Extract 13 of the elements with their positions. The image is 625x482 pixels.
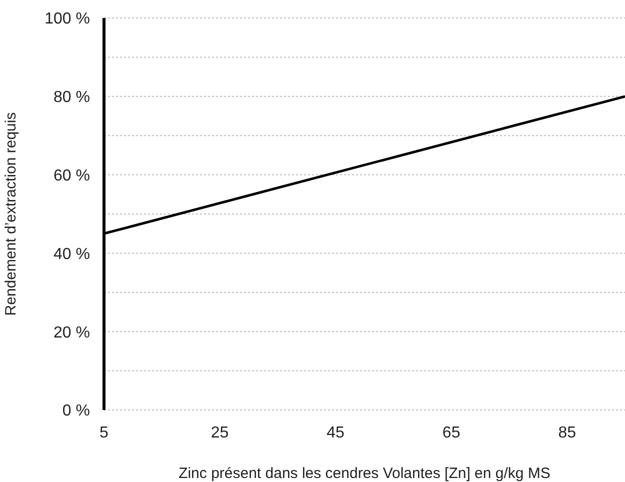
x-tick-label: 85 — [558, 424, 576, 442]
y-tick-label: 40 % — [54, 246, 90, 263]
x-tick-label: 25 — [210, 424, 229, 442]
x-tick-label: 65 — [442, 424, 460, 442]
y-tick-label: 20 % — [54, 324, 90, 342]
x-tick-label: 5 — [100, 424, 109, 442]
y-tick-label: 0 % — [62, 402, 90, 420]
x-axis-title: Zinc présent dans les cendres Volantes [Zn] en g/kg MS — [178, 465, 550, 482]
x-tick-label: 45 — [326, 424, 345, 442]
y-axis-title: Rendement d’extraction requis — [2, 112, 20, 316]
y-tick-label: 100 % — [44, 10, 90, 28]
y-tick-label: 60 % — [54, 167, 90, 184]
y-tick-label: 80 % — [54, 89, 90, 106]
